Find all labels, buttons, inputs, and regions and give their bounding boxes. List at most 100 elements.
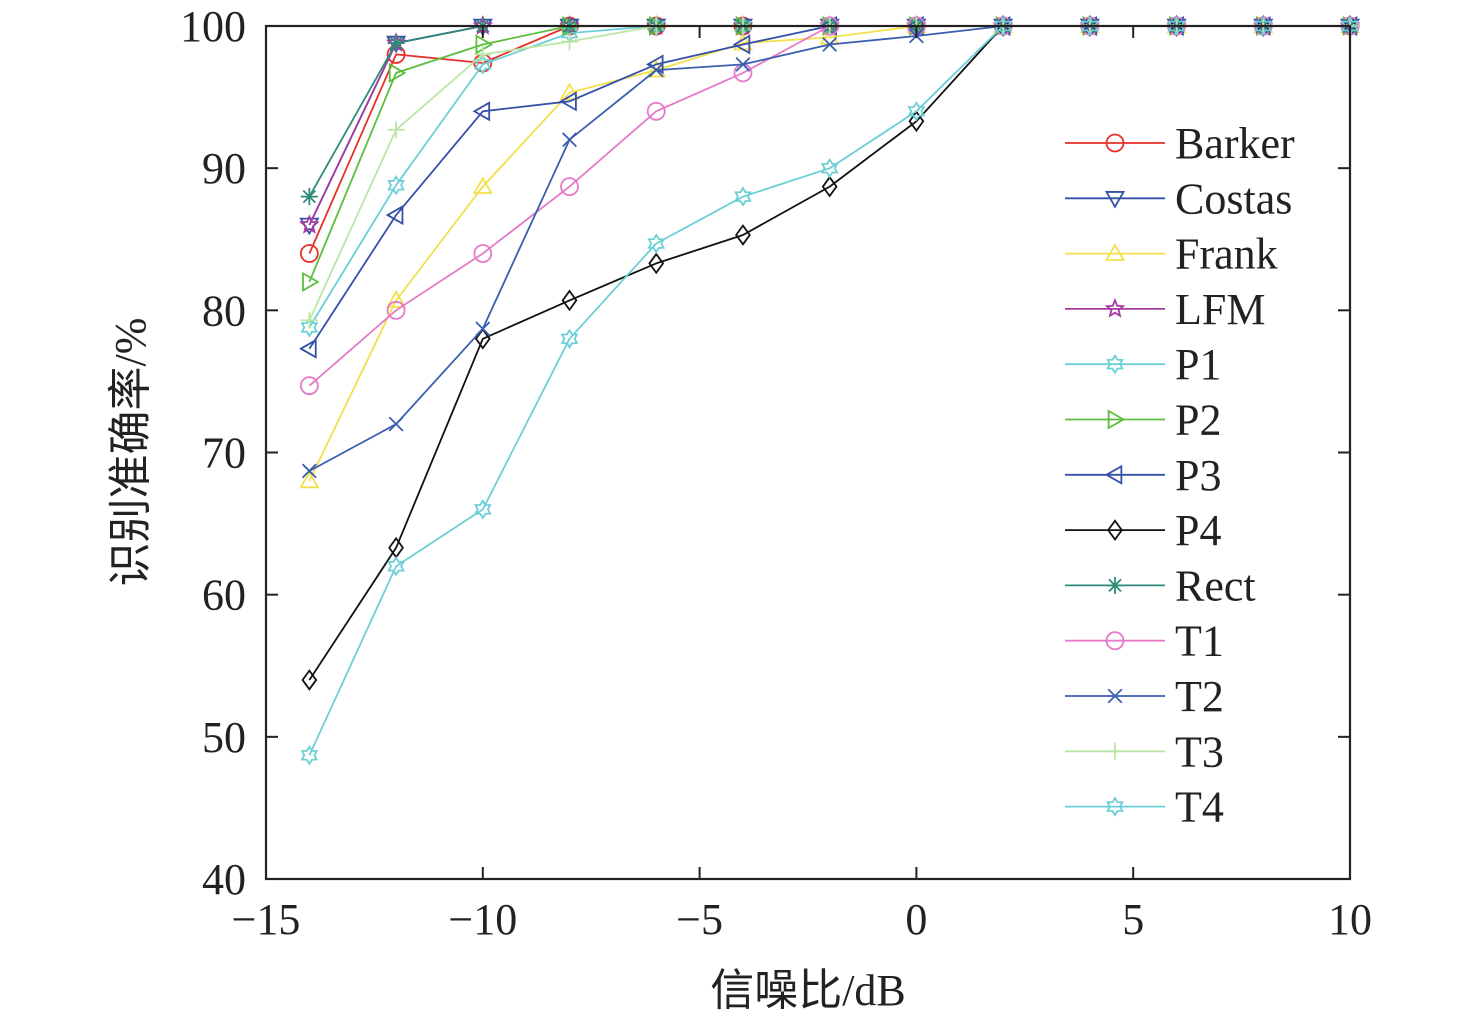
data-point-t4 — [560, 328, 579, 349]
y-tick-label: 40 — [202, 855, 246, 904]
legend-item-p4: P4 — [1065, 506, 1221, 555]
legend-marker — [1106, 742, 1124, 760]
data-point-t2-stroke — [301, 463, 317, 479]
legend-label: T4 — [1175, 783, 1224, 832]
legend-label: T2 — [1175, 672, 1224, 721]
data-point-t4 — [300, 745, 319, 766]
data-point-t2 — [301, 463, 317, 479]
tick-layer: −15 −10 −5 0 5 10 40 50 60 70 80 90 100 — [180, 2, 1372, 944]
data-point-t1 — [560, 177, 579, 197]
legend-label: Frank — [1175, 230, 1278, 279]
data-point-p3 — [299, 338, 317, 359]
legend-label: T3 — [1175, 727, 1224, 776]
data-point-p1 — [300, 317, 319, 338]
series-t3 — [300, 17, 1359, 329]
data-point-t3 — [387, 121, 405, 139]
data-point-t4 — [1081, 15, 1099, 37]
data-point-rect-stroke — [302, 189, 317, 204]
x-tick-label: −10 — [448, 895, 517, 944]
data-point-t4 — [1167, 15, 1186, 37]
legend-item-costas: Costas — [1065, 174, 1292, 223]
data-point-t2-stroke — [475, 321, 491, 337]
data-point-p4 — [908, 110, 925, 133]
data-point-t4 — [820, 157, 839, 179]
legend-label: Costas — [1175, 174, 1292, 223]
data-point-t2-stroke — [562, 132, 577, 148]
y-tick-label: 50 — [202, 713, 246, 762]
legend-marker — [1104, 191, 1126, 209]
legend-item-frank: Frank — [1065, 230, 1278, 279]
x-tick-label: −5 — [676, 895, 723, 944]
data-point-p4 — [735, 224, 751, 246]
legend-marker — [1105, 631, 1125, 651]
data-point-t3 — [561, 33, 579, 51]
legend-marker — [1104, 464, 1123, 485]
data-point-t2 — [388, 416, 404, 432]
data-point-frank — [472, 176, 493, 194]
data-point-t2 — [822, 37, 838, 52]
data-point-costas — [299, 217, 320, 236]
x-tick-label: 0 — [905, 895, 927, 944]
data-point-frank — [386, 290, 407, 308]
legend-marker — [1107, 409, 1126, 430]
legend-marker-stroke — [1108, 578, 1122, 593]
legend-item-p3: P3 — [1065, 451, 1221, 500]
legend-label: P2 — [1175, 396, 1221, 445]
data-point-t1 — [646, 101, 666, 121]
data-point-t2-stroke — [648, 62, 664, 78]
legend-item-rect: Rect — [1065, 561, 1256, 610]
x-tick-label: 10 — [1328, 895, 1372, 944]
data-point-p2 — [302, 271, 320, 292]
legend-item-t4: T4 — [1065, 783, 1224, 832]
data-point-rect — [300, 188, 318, 206]
y-tick-label: 80 — [202, 286, 246, 335]
data-point-t3 — [474, 45, 492, 63]
data-point-t1 — [386, 300, 406, 320]
y-axis-title: 识别准确率/% — [106, 318, 155, 587]
legend-label: T1 — [1175, 617, 1224, 666]
data-point-t3 — [300, 311, 318, 329]
data-point-t4 — [1254, 15, 1273, 37]
data-point-t2-stroke — [735, 56, 751, 72]
data-point-t1 — [299, 376, 319, 396]
data-point-t4 — [994, 15, 1012, 37]
data-point-frank — [299, 470, 320, 489]
legend-item-p1: P1 — [1065, 340, 1221, 389]
legend-item-barker: Barker — [1065, 119, 1295, 168]
legend-marker — [1106, 354, 1124, 375]
y-tick-label: 60 — [202, 571, 246, 620]
data-point-t4 — [387, 556, 405, 577]
data-point-p4 — [648, 252, 665, 275]
data-point-frank — [559, 82, 580, 101]
y-tick-label: 100 — [180, 2, 246, 51]
x-axis-title: 信噪比/dB — [710, 966, 906, 1015]
data-point-p2 — [475, 34, 494, 55]
data-point-t2 — [475, 321, 491, 337]
legend-label: P4 — [1175, 506, 1221, 555]
legend-item-lfm: LFM — [1065, 285, 1265, 334]
legend-label: Rect — [1175, 561, 1256, 610]
legend-label: P1 — [1175, 340, 1221, 389]
legend-marker — [1106, 576, 1124, 594]
legend-marker — [1104, 298, 1126, 318]
data-point-barker — [299, 244, 319, 263]
legend-marker — [1106, 796, 1124, 817]
data-point-p1 — [387, 175, 405, 196]
data-point-t2-stroke — [822, 37, 838, 52]
data-point-p3 — [385, 205, 404, 226]
legend-marker — [1107, 519, 1123, 541]
data-point-t2 — [735, 56, 751, 72]
data-point-p3 — [732, 34, 751, 55]
data-point-t2 — [648, 62, 664, 78]
data-point-p4 — [301, 669, 318, 691]
legend-item-p2: P2 — [1065, 396, 1221, 445]
x-tick-label: 5 — [1122, 895, 1144, 944]
data-point-p2 — [388, 62, 407, 83]
data-point-p4 — [561, 289, 578, 312]
legend-item-t3: T3 — [1065, 727, 1224, 776]
data-point-p4 — [821, 175, 838, 198]
legend-label: LFM — [1175, 285, 1265, 334]
y-tick-label: 90 — [202, 144, 246, 193]
